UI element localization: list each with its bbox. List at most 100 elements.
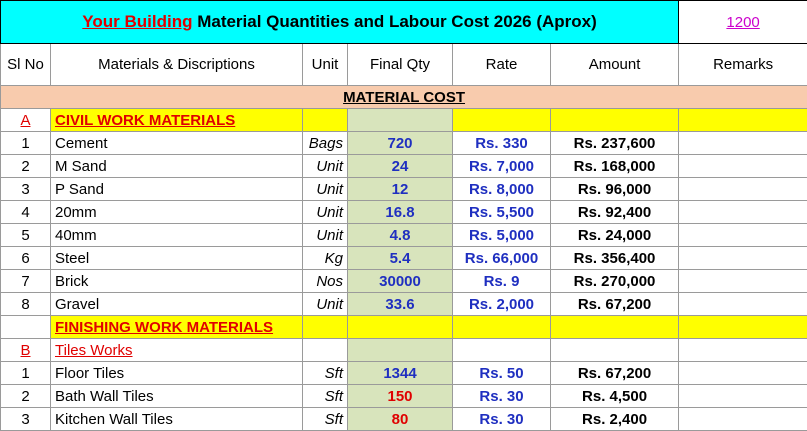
remarks (679, 293, 807, 316)
group-empty (453, 316, 551, 339)
section-row: MATERIAL COST (1, 86, 807, 109)
header-cell: Sl No (1, 44, 51, 86)
group-empty (348, 109, 453, 132)
subgroup-title: Tiles Works (51, 339, 303, 362)
material: Bath Wall Tiles (51, 385, 303, 408)
unit: Sft (303, 362, 348, 385)
material: Floor Tiles (51, 362, 303, 385)
header-cell: Amount (551, 44, 679, 86)
rate: Rs. 5,000 (453, 224, 551, 247)
unit: Unit (303, 293, 348, 316)
unit: Kg (303, 247, 348, 270)
title-text: Material Quantities and Labour Cost 2026… (197, 12, 597, 31)
header-cell: Final Qty (348, 44, 453, 86)
group-row: FINISHING WORK MATERIALS (1, 316, 807, 339)
final-qty: 33.6 (348, 293, 453, 316)
rate: Rs. 7,000 (453, 155, 551, 178)
final-qty: 80 (348, 408, 453, 431)
sl-no: 4 (1, 201, 51, 224)
title-cell: Your Building Material Quantities and La… (1, 1, 679, 44)
amount: Rs. 24,000 (551, 224, 679, 247)
material: Kitchen Wall Tiles (51, 408, 303, 431)
final-qty: 24 (348, 155, 453, 178)
group-empty (551, 109, 679, 132)
header-cell: Unit (303, 44, 348, 86)
final-qty: 5.4 (348, 247, 453, 270)
title-row: Your Building Material Quantities and La… (1, 1, 807, 44)
remarks (679, 385, 807, 408)
remarks (679, 224, 807, 247)
material: Cement (51, 132, 303, 155)
group-empty (551, 316, 679, 339)
remarks (679, 247, 807, 270)
material: Brick (51, 270, 303, 293)
group-empty (348, 316, 453, 339)
group-empty (303, 316, 348, 339)
unit: Sft (303, 385, 348, 408)
subgroup-empty (303, 339, 348, 362)
sl-no: 3 (1, 408, 51, 431)
group-sl: B (1, 339, 51, 362)
subgroup-empty (679, 339, 807, 362)
sl-no: 6 (1, 247, 51, 270)
remarks (679, 408, 807, 431)
unit: Unit (303, 155, 348, 178)
rate: Rs. 50 (453, 362, 551, 385)
amount: Rs. 168,000 (551, 155, 679, 178)
title-highlight: Your Building (82, 12, 192, 31)
unit: Unit (303, 201, 348, 224)
group-sl: A (1, 109, 51, 132)
final-qty: 30000 (348, 270, 453, 293)
group-empty (303, 109, 348, 132)
sl-no: 8 (1, 293, 51, 316)
amount: Rs. 92,400 (551, 201, 679, 224)
remark-link[interactable]: 1200 (726, 14, 759, 31)
amount: Rs. 67,200 (551, 293, 679, 316)
final-qty: 1344 (348, 362, 453, 385)
final-qty: 720 (348, 132, 453, 155)
amount: Rs. 4,500 (551, 385, 679, 408)
remarks (679, 178, 807, 201)
rate: Rs. 66,000 (453, 247, 551, 270)
remarks (679, 362, 807, 385)
group-title: FINISHING WORK MATERIALS (51, 316, 303, 339)
final-qty: 16.8 (348, 201, 453, 224)
amount: Rs. 96,000 (551, 178, 679, 201)
section-title: MATERIAL COST (1, 86, 807, 109)
sl-no: 1 (1, 132, 51, 155)
material: 40mm (51, 224, 303, 247)
amount: Rs. 356,400 (551, 247, 679, 270)
rate: Rs. 2,000 (453, 293, 551, 316)
rate: Rs. 5,500 (453, 201, 551, 224)
remarks (679, 132, 807, 155)
material: Steel (51, 247, 303, 270)
remarks (679, 270, 807, 293)
sl-no: 5 (1, 224, 51, 247)
sl-no: 7 (1, 270, 51, 293)
amount: Rs. 237,600 (551, 132, 679, 155)
header-cell: Remarks (679, 44, 807, 86)
unit: Bags (303, 132, 348, 155)
subgroup-empty (453, 339, 551, 362)
unit: Unit (303, 224, 348, 247)
subgroup-empty (348, 339, 453, 362)
material: 20mm (51, 201, 303, 224)
sl-no: 2 (1, 155, 51, 178)
unit: Nos (303, 270, 348, 293)
remarks (679, 201, 807, 224)
group-empty (679, 316, 807, 339)
